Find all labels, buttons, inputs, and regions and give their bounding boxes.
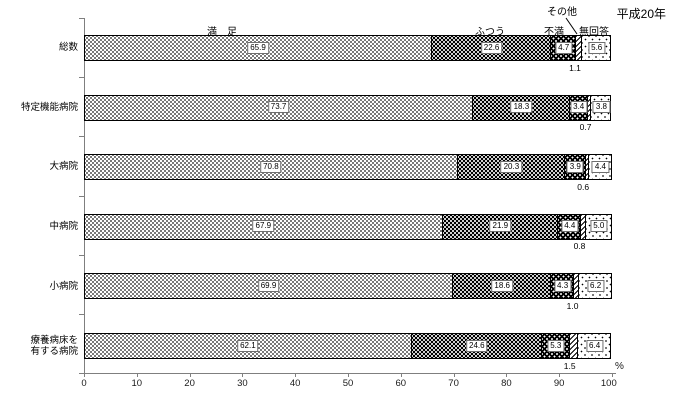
- y-axis-tick: [79, 373, 85, 374]
- x-axis-tick: [136, 373, 138, 377]
- x-axis-tick-label: 70: [448, 378, 459, 389]
- x-axis-line: [84, 373, 616, 374]
- y-axis-tick: [79, 18, 85, 19]
- category-label: 小病院: [49, 280, 78, 292]
- category-label: 中病院: [49, 221, 78, 233]
- value-label-ふつう: 18.3: [510, 101, 533, 114]
- value-label-不満: 4.3: [554, 279, 572, 292]
- category-label: 大病院: [49, 161, 78, 173]
- y-axis-tick: [79, 254, 85, 256]
- x-axis-tick: [453, 373, 455, 377]
- value-label-ふつう: 18.6: [491, 279, 513, 292]
- x-axis-tick: [242, 373, 244, 377]
- bar-segment-ふつう: [410, 333, 542, 359]
- x-axis-tick-label: 90: [553, 378, 565, 389]
- value-label-ふつう: 20.3: [500, 160, 523, 173]
- value-label-満足: 67.9: [252, 220, 275, 233]
- value-label-無回答: 6.4: [586, 339, 604, 352]
- value-label-その他: 0.7: [579, 122, 592, 133]
- era-year-label: 平成20年: [616, 7, 666, 21]
- x-axis-tick-label: 20: [184, 378, 195, 389]
- legend-label-満足: 満 足: [207, 27, 237, 38]
- x-axis-tick: [559, 373, 561, 377]
- x-axis-tick-label: 10: [131, 378, 143, 389]
- category-label: 特定機能病院: [20, 101, 78, 113]
- bar-segment-無回答: [580, 35, 612, 61]
- x-axis-tick: [506, 373, 508, 377]
- x-axis-tick: [84, 373, 85, 377]
- category-label: 総数: [58, 42, 78, 54]
- y-axis-tick: [79, 77, 85, 79]
- value-label-満足: 65.9: [247, 41, 269, 54]
- value-label-その他: 1.5: [563, 360, 576, 371]
- y-axis-tick: [79, 313, 85, 315]
- value-label-満足: 70.8: [260, 160, 282, 173]
- value-label-満足: 62.1: [237, 339, 259, 352]
- x-axis-tick: [348, 373, 349, 377]
- value-label-ふつう: 22.6: [480, 41, 503, 54]
- value-label-不満: 3.4: [570, 101, 588, 114]
- value-label-その他: 0.8: [573, 241, 586, 252]
- x-axis-tick: [189, 373, 191, 377]
- x-axis-tick-label: 100: [600, 378, 617, 389]
- x-axis-tick-label: 80: [501, 378, 512, 389]
- x-axis-tick-label: 50: [342, 378, 354, 389]
- value-label-満足: 73.7: [267, 101, 290, 114]
- value-label-無回答: 4.4: [591, 160, 609, 173]
- value-label-無回答: 3.8: [592, 101, 610, 114]
- x-axis-tick: [295, 373, 297, 377]
- x-axis-unit-label: %: [615, 361, 624, 372]
- x-axis-tick: [400, 373, 402, 377]
- bar-segment-満足: [84, 154, 458, 181]
- x-axis-tick-label: 40: [289, 378, 301, 389]
- y-axis-tick: [79, 136, 85, 138]
- value-label-不満: 3.9: [566, 160, 584, 173]
- y-axis-tick: [79, 195, 85, 197]
- legend-label-ふつう: ふつう: [475, 27, 505, 38]
- bar-segment-無回答: [578, 273, 612, 300]
- value-label-無回答: 6.2: [587, 279, 605, 292]
- category-label: 療養病床を 有する病院: [30, 334, 78, 358]
- value-label-不満: 5.3: [547, 339, 565, 352]
- value-label-不満: 4.4: [561, 220, 579, 233]
- value-label-不満: 4.7: [555, 41, 573, 54]
- x-axis-tick: [612, 373, 613, 377]
- x-axis-tick-label: 30: [237, 378, 248, 389]
- x-axis-tick-label: 0: [81, 378, 87, 389]
- legend-label-無回答: 無回答: [579, 27, 609, 38]
- value-label-その他: 1.1: [569, 62, 581, 73]
- value-label-満足: 69.9: [257, 279, 280, 292]
- value-label-ふつう: 21.9: [489, 220, 512, 233]
- value-label-その他: 1.0: [566, 300, 579, 311]
- value-label-その他: 0.6: [577, 181, 590, 192]
- legend-label-その他: その他: [547, 7, 577, 18]
- x-axis-tick-label: 60: [395, 378, 407, 389]
- value-label-ふつう: 24.6: [466, 339, 488, 352]
- value-label-無回答: 5.6: [588, 41, 606, 54]
- legend-label-不満: 不満: [544, 27, 564, 38]
- value-label-無回答: 5.0: [590, 220, 608, 233]
